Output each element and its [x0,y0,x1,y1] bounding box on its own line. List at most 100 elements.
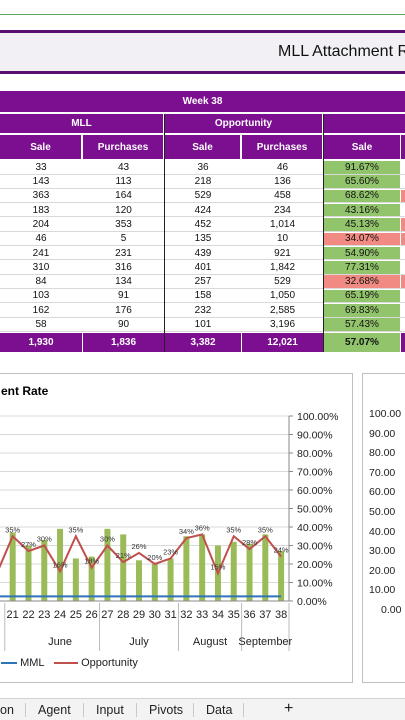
cell-next-col[interactable] [401,261,405,274]
cell-opp-sale[interactable]: 439 [194,247,212,259]
sheet-tab-input[interactable]: Input [96,703,124,717]
cell-opp-pur[interactable]: 1,842 [269,261,296,273]
cell-rate[interactable]: 65.60% [324,175,400,188]
cell-next-col[interactable] [401,161,405,174]
total-rate[interactable]: 57.07% [324,333,400,352]
total-mll-purchases[interactable]: 1,836 [83,333,164,352]
cell-next-col[interactable] [401,203,405,217]
cell-opp-pur[interactable]: 1,050 [269,290,296,302]
cell-opp-pur[interactable]: 136 [274,176,291,188]
cell-mll-pur[interactable]: 120 [115,204,132,216]
col-rate-sale[interactable]: Sale [324,135,400,159]
cell-opp-pur[interactable]: 234 [274,204,291,216]
cell-mll-pur[interactable]: 113 [115,176,132,188]
cell-next-col[interactable] [401,175,405,188]
cell-mll-sale[interactable]: 310 [32,261,50,273]
table-row: 46 5 135 10 34.07% [0,232,405,246]
cell-mll-pur[interactable]: 231 [115,247,132,259]
bar [120,534,127,601]
cell-mll-pur[interactable]: 90 [117,319,130,331]
cell-mll-pur[interactable]: 353 [115,218,132,230]
cell-opp-sale[interactable]: 135 [194,233,212,245]
cell-mll-sale[interactable]: 162 [32,304,50,316]
cell-opp-pur[interactable]: 10 [276,233,289,245]
cell-opp-pur[interactable]: 1,014 [269,218,296,230]
cell-mll-sale[interactable]: 84 [35,276,47,288]
cell-rate[interactable]: 91.67% [324,161,400,174]
cell-mll-sale[interactable]: 241 [32,247,50,259]
cell-opp-sale[interactable]: 232 [194,304,212,316]
cell-mll-sale[interactable]: 183 [32,204,50,216]
cell-opp-pur[interactable]: 3,196 [269,319,296,331]
total-opp-sale[interactable]: 3,382 [165,333,241,352]
total-mll-sale[interactable]: 1,930 [0,333,82,352]
cell-next-col[interactable] [401,318,405,331]
total-opp-purchases[interactable]: 12,021 [242,333,323,352]
cell-opp-sale[interactable]: 101 [194,319,212,331]
cell-next-col[interactable] [401,189,405,203]
col-mll-sale[interactable]: Sale [0,135,82,159]
cell-rate[interactable]: 32.68% [324,275,400,288]
cell-opp-sale[interactable]: 452 [194,218,212,230]
week-label[interactable]: Week 38 [0,91,405,112]
cell-mll-sale[interactable]: 363 [32,190,50,202]
cell-opp-pur[interactable]: 458 [274,190,291,202]
cell-rate[interactable]: 68.62% [324,189,400,203]
col-mll-purchases[interactable]: Purchases [83,135,164,159]
cell-rate[interactable]: 69.83% [324,304,400,317]
cell-mll-pur[interactable]: 43 [117,161,130,173]
cell-rate[interactable]: 43.16% [324,203,400,217]
cell-mll-pur[interactable]: 134 [115,276,132,288]
cell-rate[interactable]: 65.19% [324,289,400,303]
add-sheet-button[interactable]: + [284,700,294,717]
cell-rate[interactable]: 77.31% [324,261,400,274]
cell-next-col[interactable] [401,275,405,288]
group-empty[interactable] [324,114,405,133]
cell-opp-sale[interactable]: 36 [197,161,209,173]
x-tick-label: 27 [101,609,113,621]
cell-next-col[interactable] [401,304,405,317]
cell-opp-sale[interactable]: 158 [194,290,212,302]
cell-next-col[interactable] [401,218,405,231]
sheet-tab-pivots[interactable]: Pivots [149,703,184,717]
cell-opp-sale[interactable]: 401 [194,261,212,273]
cell-opp-pur[interactable]: 921 [274,247,291,259]
cell-mll-sale[interactable]: 204 [32,218,50,230]
cell-rate[interactable]: 57.43% [324,318,400,331]
cell-mll-sale[interactable]: 46 [35,233,47,245]
data-label: 35% [226,525,241,534]
group-opportunity[interactable]: Opportunity [165,114,323,133]
second-chart[interactable]: 100.00 90.00 80.00 70.00 60.00 50.00 40.00 30.0… [362,373,405,683]
cell-mll-sale[interactable]: 103 [32,290,50,302]
cell-next-col[interactable] [401,246,405,260]
cell-opp-pur[interactable]: 2,585 [269,304,296,316]
cell-mll-sale[interactable]: 143 [32,176,50,188]
attachment-rate-chart[interactable]: ent Rate 100.00% 90.00% 80.00% 70.00% 60.00%… [0,373,353,683]
cell-next-col[interactable] [401,289,405,303]
group-mll[interactable]: MLL [0,114,164,133]
cell-opp-sale[interactable]: 424 [194,204,212,216]
cell-rate[interactable]: 54.90% [324,246,400,260]
cell-mll-sale[interactable]: 33 [35,161,47,173]
cell-mll-pur[interactable]: 5 [120,233,127,245]
cell-opp-sale[interactable]: 529 [194,190,212,202]
cell-opp-sale[interactable]: 257 [194,276,212,288]
cell-next-col[interactable] [401,232,405,245]
sheet-tab-data[interactable]: Data [206,703,233,717]
col-opp-purchases[interactable]: Purchases [242,135,323,159]
col-next[interactable] [401,135,405,159]
cell-rate[interactable]: 34.07% [324,232,400,245]
cell-mll-sale[interactable]: 58 [35,319,47,331]
cell-opp-pur[interactable]: 46 [276,161,289,173]
sheet-tab-agent[interactable]: Agent [38,703,71,717]
cell-mll-pur[interactable]: 91 [117,290,130,302]
cell-mll-pur[interactable]: 176 [115,304,132,316]
cell-rate[interactable]: 45.13% [324,218,400,231]
col-opp-sale[interactable]: Sale [165,135,241,159]
cell-mll-pur[interactable]: 316 [115,261,132,273]
cell-opp-sale[interactable]: 218 [194,176,212,188]
data-label: 20% [147,553,162,562]
cell-mll-pur[interactable]: 164 [115,190,132,202]
sheet-tab-on[interactable]: on [0,703,14,717]
cell-opp-pur[interactable]: 529 [274,276,291,288]
